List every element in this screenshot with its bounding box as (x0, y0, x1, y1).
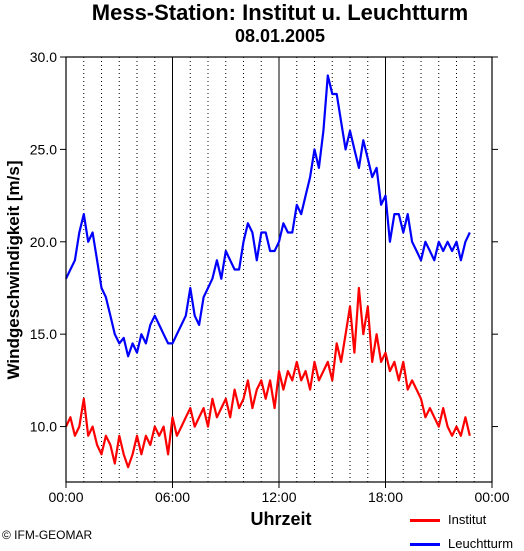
x-tick-label: 00:00 (48, 489, 83, 505)
ticks (60, 56, 498, 488)
x-tick-label: 00:00 (474, 489, 509, 505)
x-tick-label: 18:00 (368, 489, 403, 505)
x-tick-label: 06:00 (155, 489, 190, 505)
y-tick-label: 25.0 (30, 141, 57, 157)
series-line-leuchtturm (65, 74, 471, 358)
x-axis-label: Uhrzeit (250, 509, 311, 529)
legend-label-institut: Institut (448, 512, 487, 527)
x-tick-label: 12:00 (261, 489, 296, 505)
chart-title: Mess-Station: Institut u. Leuchtturm (91, 0, 469, 25)
legend-swatch-leuchtturm (410, 543, 440, 546)
legend-swatch-institut (410, 519, 440, 522)
y-tick-label: 10.0 (30, 419, 57, 435)
y-axis-label: Windgeschwindigkeit [m/s] (4, 161, 23, 380)
y-tick-label: 30.0 (30, 49, 57, 65)
copyright-credit: © IFM-GEOMAR (2, 528, 93, 542)
series-line-institut (65, 286, 471, 469)
y-tick-label: 15.0 (30, 326, 57, 342)
legend-label-leuchtturm: Leuchtturm (448, 536, 514, 551)
grid (83, 57, 475, 482)
chart-subtitle: 08.01.2005 (234, 26, 326, 46)
tick-labels: 00:00 06:00 12:00 18:00 00:00 10.0 15.0 20.0 25.… (30, 49, 510, 505)
series-layer (65, 74, 471, 469)
y-tick-label: 20.0 (30, 234, 57, 250)
